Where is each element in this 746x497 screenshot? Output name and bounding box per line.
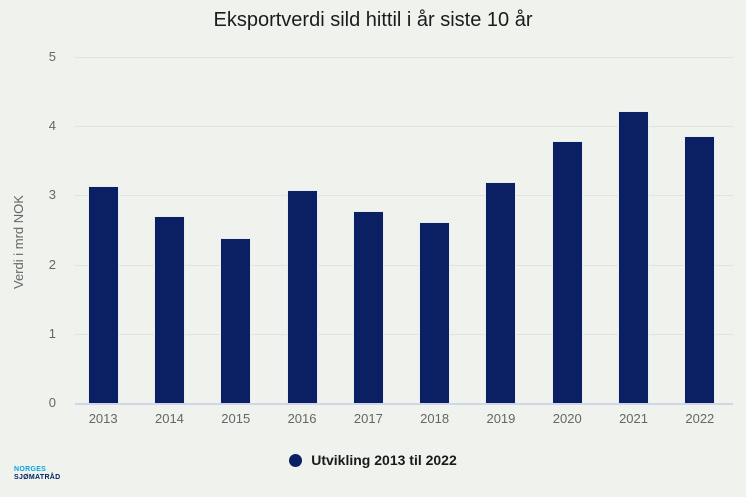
x-tick-label-2020: 2020 <box>552 411 582 426</box>
bar-2013[interactable] <box>87 186 119 403</box>
bar-2020[interactable] <box>551 140 583 403</box>
x-axis-labels: 2013 2014 2015 2016 2017 2018 2019 2020 2021 2022 <box>70 411 733 426</box>
x-tick-label-2021: 2021 <box>619 411 648 426</box>
y-tick-label-1: 1 <box>48 325 56 341</box>
bar-2016[interactable] <box>286 189 318 403</box>
bar-2021[interactable] <box>618 110 650 403</box>
bar-band-2016 <box>269 57 335 403</box>
bar-band-2021 <box>600 57 666 403</box>
x-tick-label-2016: 2016 <box>287 411 317 426</box>
bar-2018[interactable] <box>419 222 451 403</box>
gridline-y-2 <box>75 264 733 266</box>
logo-line-2: SJØMATRÅD <box>14 473 61 481</box>
bar-2014[interactable] <box>153 216 185 403</box>
y-tick-label-2: 2 <box>48 256 56 272</box>
bar-band-2015 <box>203 57 269 403</box>
chart-title: Eksportverdi sild hittil i år siste 10 å… <box>213 9 533 31</box>
gridline-y-4 <box>75 126 733 128</box>
x-tick-label-2022: 2022 <box>685 411 715 426</box>
bar-band-2022 <box>667 57 733 403</box>
bar-band-2013 <box>70 57 136 403</box>
gridline-y-3 <box>75 195 733 197</box>
x-tick-label-2019: 2019 <box>486 411 516 426</box>
bar-series <box>70 57 733 403</box>
plot-area <box>75 57 733 405</box>
y-tick-label-3: 3 <box>48 187 56 203</box>
bar-band-2017 <box>335 57 401 403</box>
gridline-y-1 <box>75 333 733 335</box>
norges-sjomatrad-logo: NORGES SJØMATRÅD <box>14 466 61 481</box>
y-tick-label-0: 0 <box>48 395 56 410</box>
legend-label[interactable]: Utvikling 2013 til 2022 <box>311 452 457 468</box>
x-tick-label-2017: 2017 <box>353 411 383 426</box>
x-axis-baseline <box>75 403 733 405</box>
legend-marker-icon[interactable] <box>289 453 303 467</box>
gridline-y-5 <box>75 57 733 58</box>
bar-band-2018 <box>401 57 467 403</box>
x-tick-label-2013: 2013 <box>88 411 118 426</box>
bar-2019[interactable] <box>485 182 517 403</box>
y-tick-label-4: 4 <box>48 118 56 134</box>
bar-band-2014 <box>136 57 202 403</box>
y-tick-label-5: 5 <box>48 49 56 64</box>
bar-2017[interactable] <box>352 210 384 403</box>
logo-line-1: NORGES <box>14 466 47 473</box>
x-tick-label-2014: 2014 <box>154 411 184 426</box>
x-tick-label-2015: 2015 <box>221 411 251 426</box>
bar-band-2019 <box>468 57 534 403</box>
bar-2022[interactable] <box>684 135 716 403</box>
bar-band-2020 <box>534 57 600 403</box>
bar-2015[interactable] <box>220 238 252 403</box>
legend[interactable]: Utvikling 2013 til 2022 <box>0 452 746 468</box>
x-tick-label-2018: 2018 <box>420 411 450 426</box>
